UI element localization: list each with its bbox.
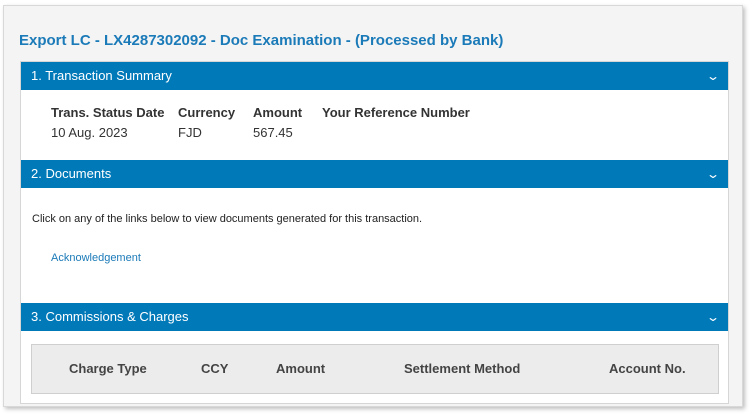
acknowledgement-link[interactable]: Acknowledgement: [51, 252, 141, 264]
sections-container: 1. Transaction Summary ⌄ Trans. Status D…: [20, 61, 729, 404]
header-reference: Your Reference Number: [322, 105, 470, 120]
page-title: Export LC - LX4287302092 - Doc Examinati…: [19, 32, 504, 49]
chevron-down-icon[interactable]: ⌄: [705, 167, 721, 181]
value-status-date: 10 Aug. 2023: [51, 125, 128, 140]
documents-instruction: Click on any of the links below to view …: [32, 213, 423, 225]
col-account-no: Account No.: [609, 361, 686, 376]
section-header-charges[interactable]: 3. Commissions & Charges ⌄: [21, 303, 728, 331]
col-charge-type: Charge Type: [69, 361, 147, 376]
section-header-transaction-summary[interactable]: 1. Transaction Summary ⌄: [21, 62, 728, 90]
col-ccy: CCY: [201, 361, 229, 376]
section-title: 2. Documents: [31, 166, 112, 181]
header-currency: Currency: [178, 105, 236, 120]
chevron-down-icon[interactable]: ⌄: [705, 310, 721, 324]
value-amount: 567.45: [253, 125, 293, 140]
chevron-down-icon[interactable]: ⌄: [705, 69, 721, 83]
header-status-date: Trans. Status Date: [51, 105, 165, 120]
value-currency: FJD: [178, 125, 202, 140]
section-title: 3. Commissions & Charges: [31, 309, 189, 324]
section-header-documents[interactable]: 2. Documents ⌄: [21, 160, 728, 188]
section-title: 1. Transaction Summary: [31, 68, 172, 83]
header-amount: Amount: [253, 105, 303, 120]
col-amount: Amount: [276, 361, 326, 376]
col-settlement-method: Settlement Method: [404, 361, 521, 376]
charges-table-header: Charge Type CCY Amount Settlement Method…: [31, 344, 719, 394]
transaction-panel: Export LC - LX4287302092 - Doc Examinati…: [3, 5, 743, 407]
